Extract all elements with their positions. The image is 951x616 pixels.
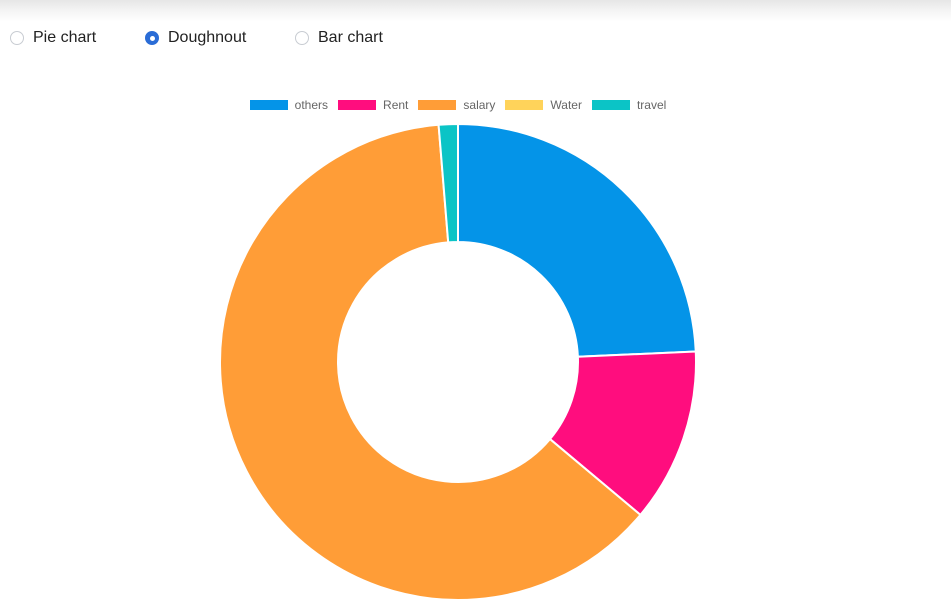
doughnut-slice-salary[interactable]	[219, 123, 642, 601]
legend-item-salary[interactable]: salary	[418, 97, 495, 113]
radio-doughnut-label[interactable]: Doughnout	[168, 29, 247, 46]
radio-pie-chart[interactable]: Pie chart	[10, 26, 96, 50]
radio-doughnut-circle[interactable]	[145, 31, 159, 45]
radio-bar-chart[interactable]: Bar chart	[295, 26, 383, 50]
legend-swatch-rent	[338, 100, 377, 110]
chart-legend: others Rent salary Water travel	[0, 97, 916, 113]
legend-label-salary: salary	[463, 98, 496, 112]
legend-item-others[interactable]: others	[249, 97, 329, 113]
radio-doughnut[interactable]: Doughnout	[145, 26, 246, 50]
legend-label-travel: travel	[636, 98, 667, 112]
radio-pie-chart-label[interactable]: Pie chart	[33, 29, 97, 46]
legend-swatch-others	[249, 100, 288, 110]
chart-type-radio-group: Pie chart Doughnout Bar chart	[0, 26, 951, 50]
legend-item-travel[interactable]: travel	[591, 97, 667, 113]
doughnut-slice-travel[interactable]	[437, 122, 459, 244]
legend-label-rent: Rent	[383, 98, 409, 112]
radio-bar-chart-circle[interactable]	[295, 31, 309, 45]
legend-item-water[interactable]: Water	[505, 97, 582, 113]
radio-pie-chart-circle[interactable]	[10, 31, 24, 45]
legend-swatch-salary	[418, 100, 457, 110]
legend-swatch-travel	[591, 100, 630, 110]
legend-item-rent[interactable]: Rent	[338, 97, 408, 113]
legend-swatch-water	[505, 100, 544, 110]
legend-label-others: others	[294, 98, 329, 112]
legend-label-water: Water	[550, 98, 582, 112]
top-shadow-bar	[0, 0, 951, 22]
radio-bar-chart-label[interactable]: Bar chart	[318, 29, 383, 46]
doughnut-slice-others[interactable]	[457, 122, 697, 358]
